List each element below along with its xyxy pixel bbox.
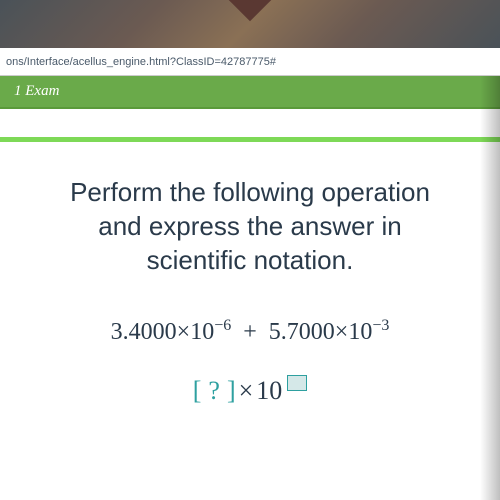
term1-base: 10 [190,319,214,345]
exponent-input-box[interactable] [287,375,307,391]
times-symbol-1: × [177,319,191,345]
term2-base: 10 [348,319,372,345]
instruction-line-1: Perform the following operation [70,177,430,207]
term2-mantissa: 5.7000 [269,319,335,345]
exam-label: 1 Exam [14,83,59,99]
instruction-line-2: and express the answer in [98,211,402,241]
question-area: Perform the following operation and expr… [0,148,500,416]
instruction-text: Perform the following operation and expr… [10,176,490,277]
browser-url-bar[interactable]: ons/Interface/acellus_engine.html?ClassI… [0,48,500,76]
answer-base: 10 [256,376,282,406]
right-bracket: ] [227,376,236,406]
content-area: 1 Exam Perform the following operation a… [0,76,500,500]
operator: + [243,319,257,345]
heart-decoration [229,0,271,21]
divider-stripe [0,137,500,142]
background-photo [0,0,500,48]
equation-expression: 3.4000×10−6 + 5.7000×10−3 [10,317,490,346]
url-text: ons/Interface/acellus_engine.html?ClassI… [6,56,276,68]
term1-exponent: −6 [214,317,231,334]
times-symbol-2: × [335,319,349,345]
mantissa-input-placeholder[interactable]: ? [204,376,224,406]
answer-template: [ ? ] × 10 [10,376,490,406]
term2-exponent: −3 [372,317,389,334]
left-bracket: [ [193,376,202,406]
instruction-line-3: scientific notation. [147,245,354,275]
times-symbol-answer: × [239,376,254,406]
exam-header: 1 Exam [0,76,500,109]
term1-mantissa: 3.4000 [111,319,177,345]
